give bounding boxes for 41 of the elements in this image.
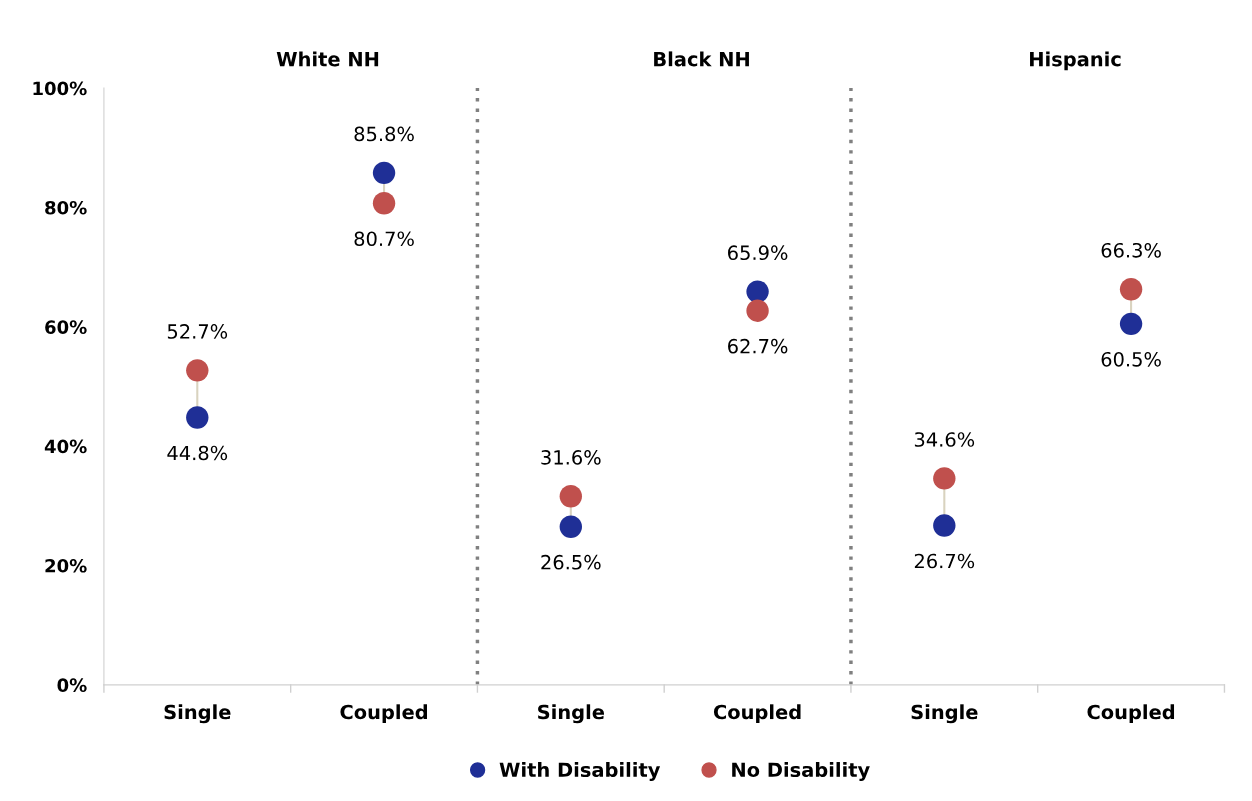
y-tick-label: 60% — [45, 320, 87, 334]
point — [933, 467, 956, 490]
data-label: 60.5% — [1101, 351, 1161, 367]
point — [746, 299, 769, 322]
y-tick-label: 20% — [45, 558, 87, 573]
data-label: 66.3% — [1101, 242, 1161, 258]
x-tick-label: Single — [164, 704, 231, 724]
point — [1119, 312, 1143, 336]
x-tick-label: Coupled — [1087, 704, 1175, 724]
y-tick-label: 40% — [44, 439, 87, 454]
data-label: 62.7% — [728, 338, 788, 354]
y-tick-label: 80% — [45, 200, 87, 215]
data-label: 26.5% — [541, 554, 601, 570]
x-tick-label: Coupled — [713, 704, 801, 724]
point — [1119, 278, 1143, 301]
point — [559, 515, 583, 538]
point — [186, 406, 209, 429]
y-tick-label: 100% — [33, 81, 87, 96]
data-label: 85.8% — [354, 126, 414, 142]
x-tick-label: Single — [911, 704, 978, 724]
text: Black NH — [654, 51, 749, 67]
text: White NH — [276, 51, 379, 67]
data-label: 26.7% — [914, 553, 975, 569]
point — [559, 485, 583, 508]
x-tick-label: Coupled — [340, 704, 427, 724]
legend-label: With Disability — [499, 762, 661, 781]
point — [372, 161, 396, 185]
data-label: 34.6% — [914, 432, 975, 447]
point — [372, 192, 396, 215]
data-label: 52.7% — [167, 324, 228, 339]
data-label: 31.6% — [541, 450, 601, 465]
data-label: 80.7% — [354, 231, 414, 247]
data-label: 65.9% — [728, 245, 788, 261]
x-tick-label: Single — [538, 704, 605, 724]
y-tick-label: 0% — [57, 678, 87, 692]
legend-label: No Disability — [732, 762, 870, 781]
point — [186, 359, 209, 382]
data-label: 44.8% — [167, 445, 228, 461]
point — [746, 280, 769, 303]
point — [933, 514, 956, 537]
text: Hispanic — [1030, 51, 1121, 71]
